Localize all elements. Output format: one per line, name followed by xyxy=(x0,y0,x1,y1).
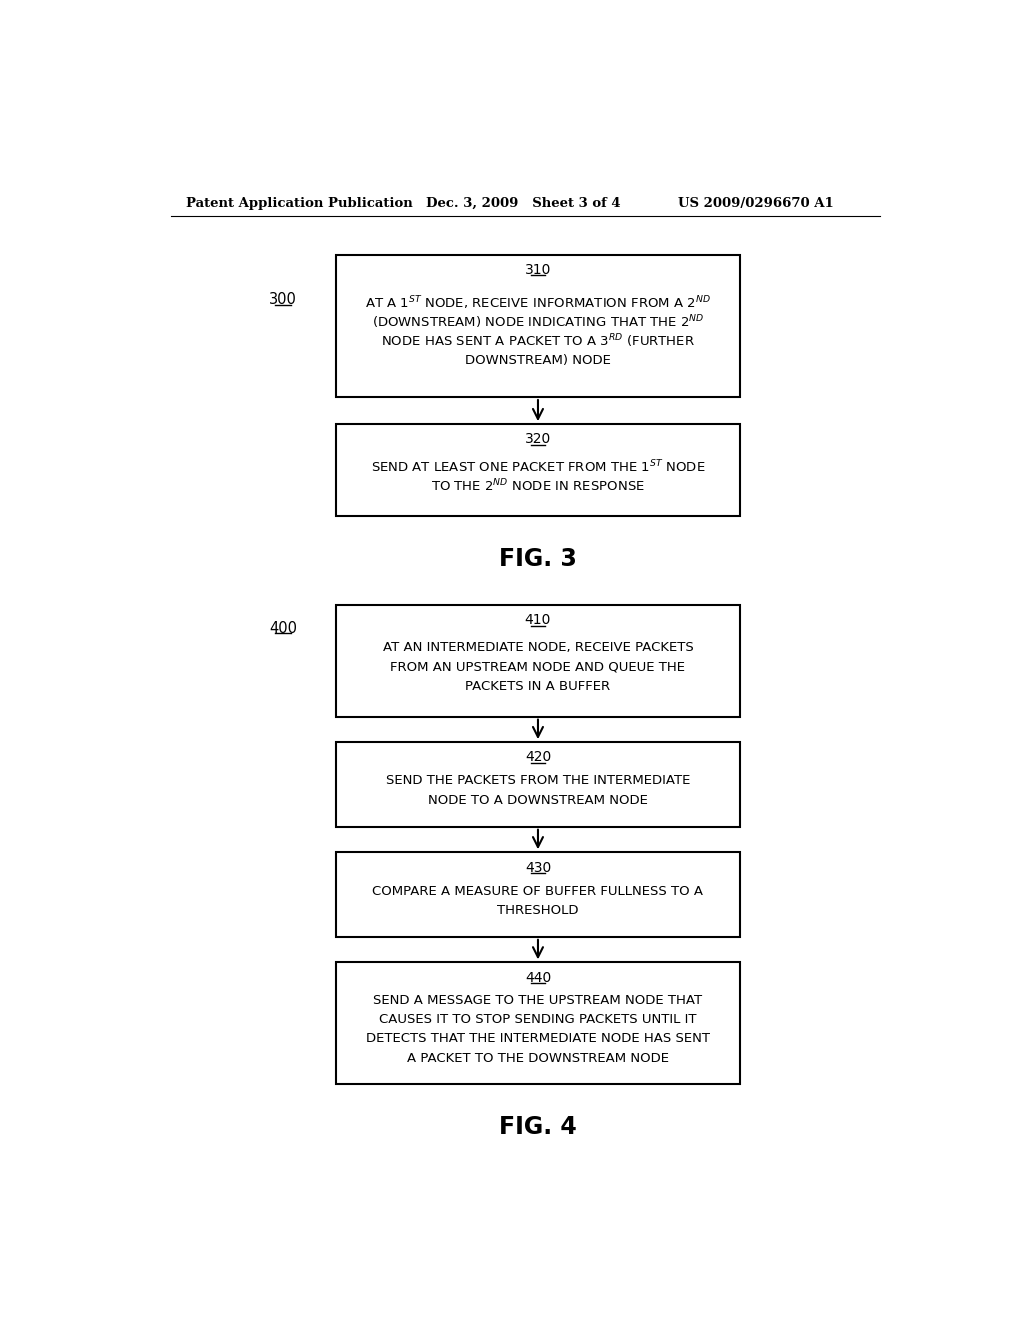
Bar xyxy=(336,605,740,717)
Bar xyxy=(336,742,740,826)
Text: A PACKET TO THE DOWNSTREAM NODE: A PACKET TO THE DOWNSTREAM NODE xyxy=(407,1052,669,1065)
Text: CAUSES IT TO STOP SENDING PACKETS UNTIL IT: CAUSES IT TO STOP SENDING PACKETS UNTIL … xyxy=(379,1014,696,1026)
Text: NODE HAS SENT A PACKET TO A 3$^{RD}$ (FURTHER: NODE HAS SENT A PACKET TO A 3$^{RD}$ (FU… xyxy=(381,333,695,351)
Text: 300: 300 xyxy=(269,292,297,306)
Bar xyxy=(336,853,740,937)
Text: SEND THE PACKETS FROM THE INTERMEDIATE: SEND THE PACKETS FROM THE INTERMEDIATE xyxy=(386,775,690,788)
Bar xyxy=(336,424,740,516)
Text: FIG. 3: FIG. 3 xyxy=(499,546,577,570)
Bar xyxy=(336,255,740,397)
Text: Dec. 3, 2009   Sheet 3 of 4: Dec. 3, 2009 Sheet 3 of 4 xyxy=(426,197,621,210)
Text: 400: 400 xyxy=(269,620,297,636)
Text: TO THE 2$^{ND}$ NODE IN RESPONSE: TO THE 2$^{ND}$ NODE IN RESPONSE xyxy=(431,478,645,494)
Text: COMPARE A MEASURE OF BUFFER FULLNESS TO A: COMPARE A MEASURE OF BUFFER FULLNESS TO … xyxy=(373,884,703,898)
Text: 320: 320 xyxy=(525,433,551,446)
Text: (DOWNSTREAM) NODE INDICATING THAT THE 2$^{ND}$: (DOWNSTREAM) NODE INDICATING THAT THE 2$… xyxy=(372,314,705,331)
Text: 410: 410 xyxy=(524,614,551,627)
Bar xyxy=(336,962,740,1084)
Text: FROM AN UPSTREAM NODE AND QUEUE THE: FROM AN UPSTREAM NODE AND QUEUE THE xyxy=(390,660,685,673)
Text: 440: 440 xyxy=(525,970,551,985)
Text: SEND A MESSAGE TO THE UPSTREAM NODE THAT: SEND A MESSAGE TO THE UPSTREAM NODE THAT xyxy=(374,994,702,1007)
Text: SEND AT LEAST ONE PACKET FROM THE 1$^{ST}$ NODE: SEND AT LEAST ONE PACKET FROM THE 1$^{ST… xyxy=(371,458,706,475)
Text: US 2009/0296670 A1: US 2009/0296670 A1 xyxy=(678,197,834,210)
Text: DOWNSTREAM) NODE: DOWNSTREAM) NODE xyxy=(465,354,611,367)
Text: PACKETS IN A BUFFER: PACKETS IN A BUFFER xyxy=(466,680,610,693)
Text: 430: 430 xyxy=(525,861,551,875)
Text: DETECTS THAT THE INTERMEDIATE NODE HAS SENT: DETECTS THAT THE INTERMEDIATE NODE HAS S… xyxy=(366,1032,710,1045)
Text: Patent Application Publication: Patent Application Publication xyxy=(186,197,413,210)
Text: FIG. 4: FIG. 4 xyxy=(499,1115,577,1139)
Text: 420: 420 xyxy=(525,751,551,764)
Text: AT AN INTERMEDIATE NODE, RECEIVE PACKETS: AT AN INTERMEDIATE NODE, RECEIVE PACKETS xyxy=(383,642,693,655)
Text: 310: 310 xyxy=(524,263,551,277)
Text: AT A 1$^{ST}$ NODE, RECEIVE INFORMATION FROM A 2$^{ND}$: AT A 1$^{ST}$ NODE, RECEIVE INFORMATION … xyxy=(365,294,711,312)
Text: THRESHOLD: THRESHOLD xyxy=(498,904,579,917)
Text: NODE TO A DOWNSTREAM NODE: NODE TO A DOWNSTREAM NODE xyxy=(428,793,648,807)
